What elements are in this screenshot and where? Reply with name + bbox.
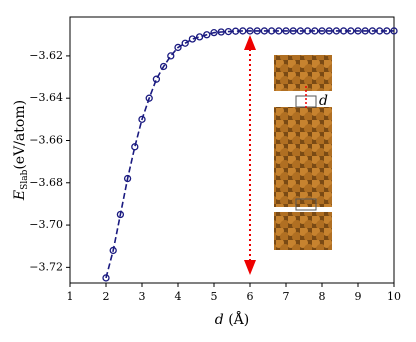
marker — [332, 27, 341, 35]
marker — [102, 274, 110, 282]
marker — [123, 174, 132, 183]
gap-box — [295, 95, 317, 108]
marker — [159, 62, 168, 71]
x-symbol: d — [215, 312, 224, 328]
marker — [383, 27, 391, 35]
y-tick-label: −3.62 — [29, 49, 63, 62]
x-tick-label: 9 — [355, 290, 362, 303]
marker — [368, 27, 377, 35]
marker — [303, 27, 312, 35]
y-tick-label: −3.72 — [29, 260, 63, 273]
x-tick-label: 3 — [139, 290, 146, 303]
x-axis-label: d (Å) — [215, 310, 249, 328]
y-tick-label: −3.64 — [29, 91, 63, 104]
marker — [390, 27, 398, 35]
marker — [267, 27, 276, 35]
x-tick-label: 7 — [283, 290, 290, 303]
marker — [138, 115, 146, 123]
marker — [109, 246, 117, 255]
slab-top — [274, 55, 332, 91]
marker — [174, 43, 182, 52]
y-axis-label: ESlab(eV/atom) — [12, 100, 30, 201]
marker — [375, 27, 384, 35]
marker — [231, 27, 240, 35]
marker — [195, 33, 204, 41]
x-tick-label: 5 — [211, 290, 218, 303]
x-tick-label: 1 — [67, 290, 74, 303]
inset: d — [274, 55, 332, 250]
arrow-head — [244, 35, 256, 50]
marker — [289, 27, 297, 35]
x-unit: (Å) — [228, 310, 249, 328]
marker — [217, 28, 225, 36]
marker — [203, 31, 211, 39]
marker — [246, 27, 254, 35]
marker — [253, 27, 261, 35]
y-subscript: Slab — [20, 169, 30, 189]
marker — [131, 143, 139, 151]
marker — [318, 27, 326, 35]
marker — [275, 27, 283, 35]
gap-box — [295, 198, 317, 211]
x-tick-label: 8 — [319, 290, 326, 303]
marker — [181, 39, 189, 47]
marker — [339, 27, 348, 35]
marker — [347, 27, 355, 35]
x-tick-label: 2 — [103, 290, 110, 303]
marker — [167, 52, 175, 60]
arrow — [244, 35, 256, 275]
marker — [282, 27, 290, 35]
x-tick-label: 4 — [175, 290, 182, 303]
y-tick-label: −3.66 — [29, 133, 63, 146]
annotation: d — [319, 93, 328, 109]
x-tick-label: 10 — [387, 290, 401, 303]
marker — [210, 28, 218, 37]
slab-middle — [274, 107, 332, 207]
x-tick-label: 6 — [247, 290, 254, 303]
marker — [361, 27, 369, 35]
marker — [188, 35, 197, 43]
plot-frame — [69, 16, 395, 284]
marker — [354, 27, 362, 35]
marker — [224, 27, 233, 36]
marker — [260, 27, 269, 35]
marker — [296, 27, 305, 35]
y-symbol: E — [12, 190, 28, 201]
y-tick-label: −3.70 — [29, 218, 63, 231]
marker — [325, 27, 333, 35]
marker — [116, 210, 125, 219]
arrow-head — [244, 260, 256, 275]
y-tick-label: −3.68 — [29, 176, 63, 189]
marker — [145, 94, 153, 102]
marker — [152, 75, 161, 83]
marker — [311, 27, 319, 35]
y-unit: (eV/atom) — [12, 100, 28, 170]
marker — [239, 27, 247, 35]
slab-bottom — [274, 212, 332, 250]
